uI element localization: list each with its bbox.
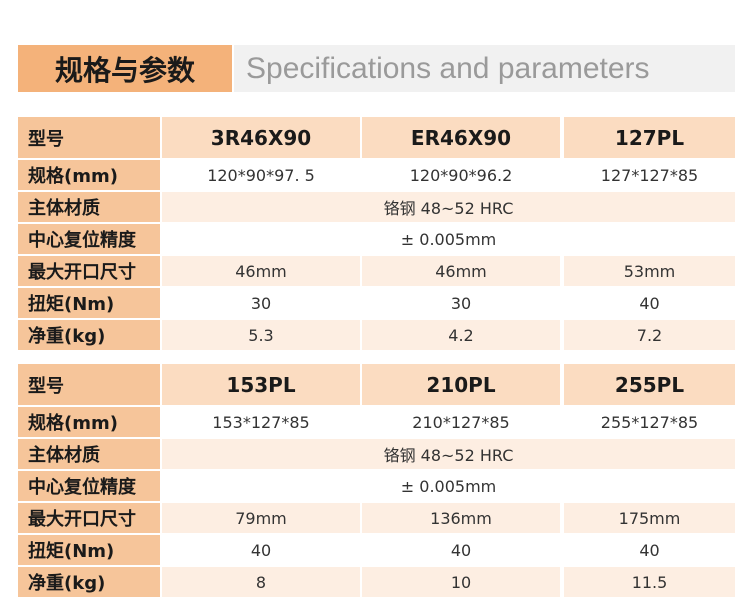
model-name: 127PL: [564, 117, 735, 158]
row-label: 规格(mm): [18, 407, 160, 437]
row-label: 扭矩(Nm): [18, 535, 160, 565]
value-cell: 175mm: [564, 503, 735, 533]
value-cell: 120*90*96.2: [362, 160, 560, 190]
value-cell: 5.3: [162, 320, 360, 350]
value-cell: 30: [362, 288, 560, 318]
value-cell: 127*127*85: [564, 160, 735, 190]
row-label: 中心复位精度: [18, 471, 160, 501]
value-cell: 46mm: [362, 256, 560, 286]
value-cell: 46mm: [162, 256, 360, 286]
value-cell: ± 0.005mm: [162, 224, 735, 254]
value-cell: 铬钢 48~52 HRC: [162, 439, 735, 469]
value-cell: 255*127*85: [564, 407, 735, 437]
model-name: 210PL: [362, 364, 560, 405]
row-label: 净重(kg): [18, 320, 160, 350]
value-cell: 79mm: [162, 503, 360, 533]
value-cell: 11.5: [564, 567, 735, 597]
row-label: 中心复位精度: [18, 224, 160, 254]
row-label: 主体材质: [18, 439, 160, 469]
row-label: 扭矩(Nm): [18, 288, 160, 318]
model-name: 153PL: [162, 364, 360, 405]
row-label: 净重(kg): [18, 567, 160, 597]
value-cell: 7.2: [564, 320, 735, 350]
value-cell: 4.2: [362, 320, 560, 350]
value-cell: 210*127*85: [362, 407, 560, 437]
row-label: 型号: [18, 364, 160, 405]
value-cell: 120*90*97. 5: [162, 160, 360, 190]
value-cell: 136mm: [362, 503, 560, 533]
value-cell: 153*127*85: [162, 407, 360, 437]
model-name: ER46X90: [362, 117, 560, 158]
value-cell: 8: [162, 567, 360, 597]
row-label: 最大开口尺寸: [18, 503, 160, 533]
model-name: 255PL: [564, 364, 735, 405]
row-label: 主体材质: [18, 192, 160, 222]
row-label: 型号: [18, 117, 160, 158]
value-cell: 53mm: [564, 256, 735, 286]
value-cell: ± 0.005mm: [162, 471, 735, 501]
row-label: 规格(mm): [18, 160, 160, 190]
value-cell: 40: [564, 288, 735, 318]
value-cell: 10: [362, 567, 560, 597]
value-cell: 40: [162, 535, 360, 565]
title-cn: 规格与参数: [18, 45, 232, 92]
value-cell: 40: [564, 535, 735, 565]
value-cell: 40: [362, 535, 560, 565]
title-en: Specifications and parameters: [234, 45, 735, 92]
value-cell: 铬钢 48~52 HRC: [162, 192, 735, 222]
model-name: 3R46X90: [162, 117, 360, 158]
row-label: 最大开口尺寸: [18, 256, 160, 286]
value-cell: 30: [162, 288, 360, 318]
